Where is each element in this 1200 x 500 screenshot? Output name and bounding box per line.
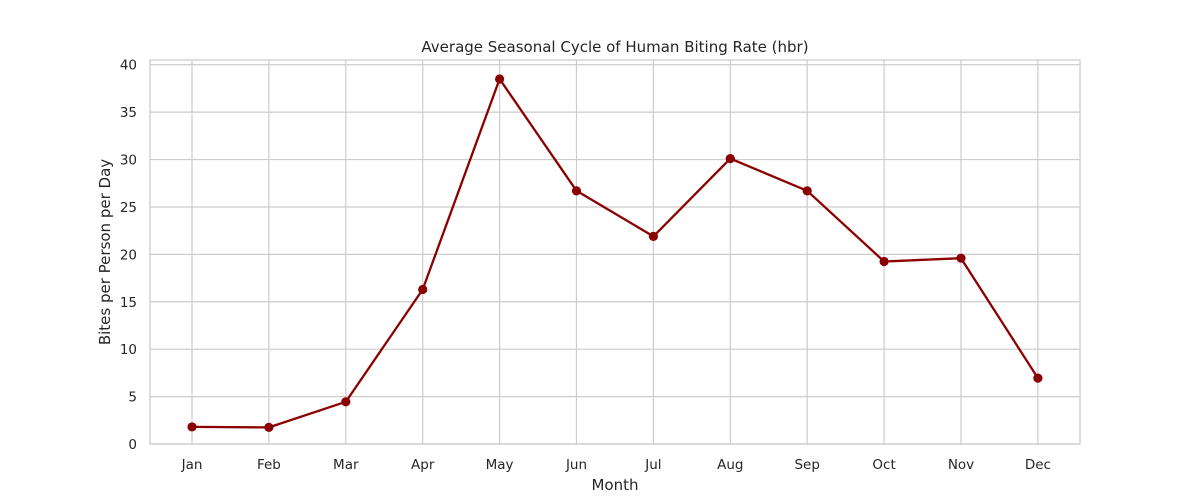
chart-title: Average Seasonal Cycle of Human Biting R… [421, 38, 808, 56]
series-layer [187, 74, 1043, 433]
data-point [879, 256, 889, 267]
data-point [187, 422, 197, 432]
x-tick-label: Aug [717, 457, 743, 473]
y-tick-label: 0 [128, 437, 137, 453]
data-point [571, 186, 582, 196]
x-tick-label: Jul [644, 457, 661, 473]
y-tick-labels: 0 5 10 15 20 25 30 35 40 [120, 58, 137, 453]
y-tick-label: 25 [120, 200, 137, 216]
x-tick-label: Nov [948, 457, 974, 473]
x-tick-label: Jun [565, 457, 587, 473]
y-tick-label: 40 [120, 58, 137, 74]
plot-frame [149, 59, 1081, 445]
y-axis-label: Bites per Person per Day [96, 159, 114, 345]
data-point [341, 397, 351, 407]
data-point [648, 231, 659, 241]
y-tick-label: 20 [120, 247, 137, 263]
y-tick-label: 15 [120, 295, 137, 311]
x-tick-label: May [486, 457, 514, 473]
data-point [802, 186, 812, 196]
x-tick-labels: Jan Feb Mar Apr May Jun Jul Aug Sep Oct Nov Dec [181, 457, 1051, 473]
y-tick-label: 35 [120, 105, 137, 121]
x-tick-label: Mar [333, 457, 359, 473]
y-tick-label: 5 [128, 390, 137, 406]
series-line [191, 77, 1039, 429]
x-tick-label: Feb [257, 457, 281, 473]
grid-layer [150, 60, 1080, 445]
x-tick-label: Oct [872, 457, 895, 473]
data-point [264, 422, 274, 433]
data-point [495, 74, 505, 84]
data-point [956, 253, 966, 263]
x-tick-label: Apr [411, 457, 435, 473]
data-point [418, 284, 428, 295]
data-point [1033, 373, 1043, 383]
x-tick-label: Dec [1025, 457, 1051, 473]
x-axis-label: Month [591, 476, 638, 494]
data-point [725, 154, 735, 164]
x-tick-label: Jan [181, 457, 203, 473]
x-tick-label: Sep [794, 457, 819, 473]
y-tick-label: 30 [120, 153, 137, 169]
y-tick-label: 10 [120, 342, 137, 358]
